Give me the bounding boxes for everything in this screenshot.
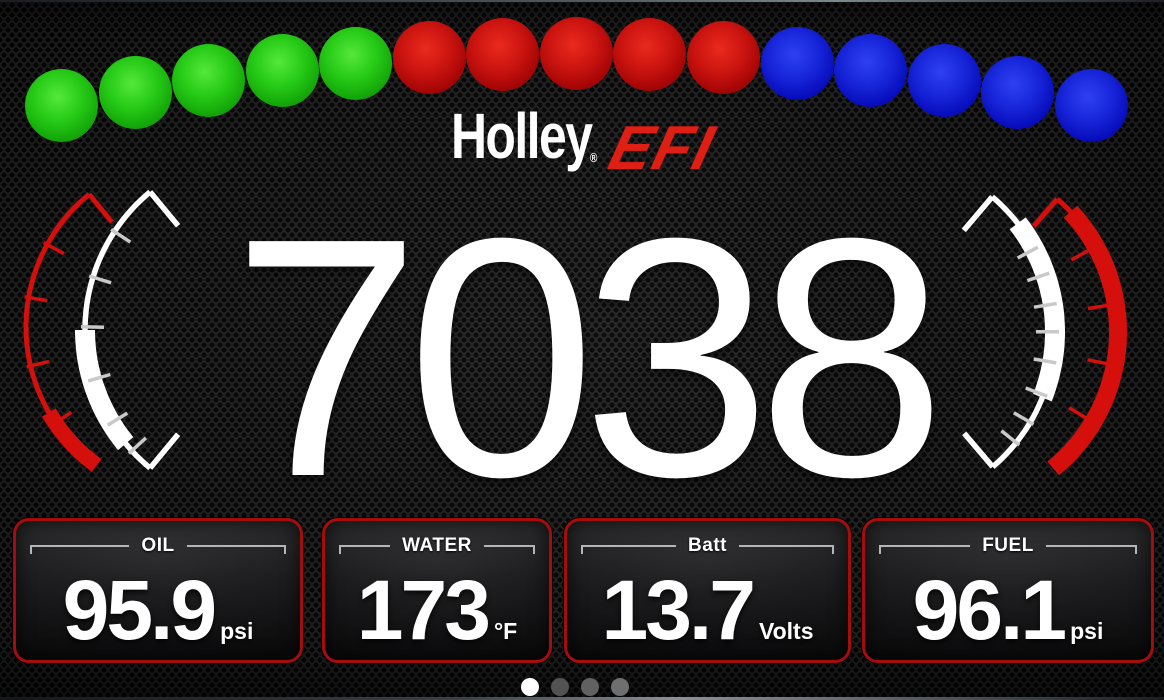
arc-tick [1070, 248, 1091, 262]
shift-light-4-green [245, 34, 319, 108]
shift-light-bar [0, 0, 1164, 150]
arc-tick [1000, 429, 1021, 447]
shift-light-8-red [539, 17, 613, 90]
gauge-card-water[interactable]: WATER 173 °F [322, 518, 552, 663]
bracket-line-left [30, 544, 130, 554]
arc-hook [87, 192, 114, 224]
shift-light-10-red [686, 21, 760, 95]
bracket-line-left [879, 544, 971, 554]
bracket-line-right [738, 544, 835, 554]
arc-tick [1087, 303, 1110, 311]
gauge-reading: 173 °F [325, 568, 549, 652]
arc-band [75, 330, 134, 451]
shift-light-9-red [613, 18, 687, 92]
bracket-line-left [339, 544, 391, 554]
gauge-card-battery[interactable]: Batt 13.7 Volts [564, 518, 851, 663]
arc-tick [1033, 357, 1057, 365]
gauge-card-fuel[interactable]: FUEL 96.1 psi [862, 518, 1154, 663]
gauge-value: 13.7 [601, 563, 755, 657]
arc-hook [1031, 197, 1060, 228]
arc-tick [127, 436, 148, 455]
arc-tick [1033, 301, 1057, 309]
gauge-reading: 95.9 psi [16, 568, 300, 652]
gauge-reading: 13.7 Volts [567, 568, 848, 652]
bracket-line-left [581, 544, 677, 554]
arc-tick [88, 274, 112, 285]
gauge-label: FUEL [982, 535, 1034, 556]
arc-hook [147, 432, 181, 470]
gauge-unit: psi [1070, 618, 1104, 644]
gauge-header: FUEL [865, 536, 1151, 555]
gauge-label: Batt [688, 535, 727, 556]
arc-tick [110, 227, 132, 244]
gauge-unit: psi [220, 618, 254, 644]
arc-tick [1068, 406, 1089, 421]
gauge-unit: °F [493, 618, 518, 644]
gauge-header: OIL [16, 536, 300, 555]
bracket-line-right [1045, 544, 1138, 554]
arc-tick [1087, 358, 1109, 366]
gauge-unit: Volts [758, 618, 814, 644]
gauge-header: Batt [567, 536, 848, 555]
shift-light-7-red [466, 18, 540, 92]
gauge-value: 96.1 [912, 563, 1067, 657]
shift-light-13-blue [907, 43, 981, 117]
arc-tick [1012, 411, 1035, 426]
arc-band [1047, 205, 1128, 476]
page-dot-2[interactable] [551, 678, 569, 696]
gauge-reading: 96.1 psi [865, 568, 1151, 652]
arc-tick [1016, 245, 1039, 260]
arc-tick [42, 241, 65, 256]
shift-light-14-blue [981, 55, 1055, 129]
efi-wordmark: EFI [602, 114, 722, 183]
page-dot-4[interactable] [611, 678, 629, 696]
arc-hook [962, 431, 995, 469]
arc-tick [1026, 271, 1050, 283]
arc-hook [147, 190, 181, 228]
arc-tick [87, 372, 111, 383]
arc-hook [961, 195, 995, 233]
page-dot-3[interactable] [581, 678, 599, 696]
arc-tick [1025, 386, 1048, 398]
holley-efi-logo: Holley® EFI [450, 100, 722, 183]
shift-light-2-green [98, 55, 172, 129]
shift-light-6-red [392, 21, 466, 95]
arc-tick [106, 411, 129, 427]
gauge-value: 173 [356, 563, 491, 657]
shift-light-15-blue [1054, 69, 1128, 143]
arc-tick [51, 410, 73, 427]
arc-tick [26, 359, 50, 369]
gauge-header: WATER [325, 536, 549, 555]
rpm-arc-right [961, 194, 1128, 476]
shift-light-1-green [25, 69, 98, 143]
shift-light-12-blue [834, 34, 908, 108]
page-dot-1-active[interactable] [521, 678, 539, 696]
arc-tick [24, 295, 48, 303]
gauge-card-oil[interactable]: OIL 95.9 psi [13, 518, 303, 663]
rpm-value: 7038 [231, 168, 946, 548]
holley-wordmark: Holley® [450, 100, 597, 172]
registered-mark-icon: ® [589, 150, 597, 165]
rpm-arc-left [23, 189, 181, 472]
bracket-line-right [186, 544, 287, 554]
shift-light-5-green [319, 26, 393, 100]
bracket-line-right [483, 544, 536, 554]
gauge-label: OIL [141, 535, 175, 556]
gauge-value: 95.9 [62, 563, 217, 657]
shift-light-3-green [172, 43, 246, 117]
page-indicator [521, 678, 629, 696]
gauge-label: WATER [402, 535, 472, 556]
shift-light-11-blue [760, 26, 834, 100]
